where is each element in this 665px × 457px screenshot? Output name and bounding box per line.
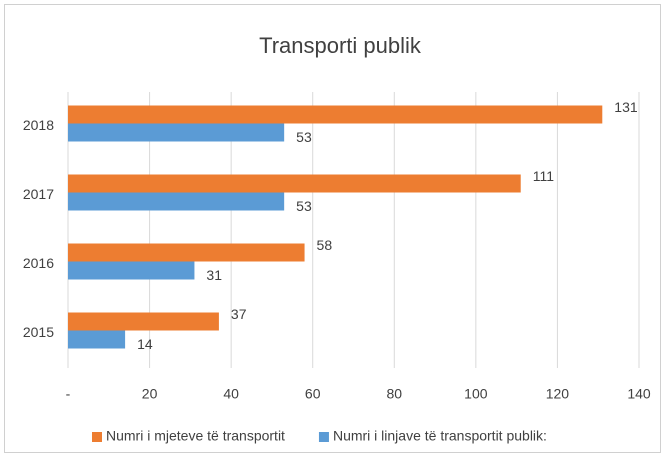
chart-frame [4, 4, 661, 453]
y-tick-label: 2015 [23, 324, 54, 340]
legend-swatch [318, 432, 329, 442]
data-label: 111 [533, 168, 554, 184]
x-tick-label: - [66, 386, 71, 402]
data-label: 37 [231, 306, 247, 322]
x-tick-label: 80 [386, 386, 402, 402]
data-label: 14 [137, 336, 153, 352]
data-label: 58 [317, 237, 333, 253]
y-tick-label: 2018 [23, 117, 54, 133]
bar [68, 312, 219, 331]
x-tick-label: 100 [464, 386, 488, 402]
bar [68, 174, 521, 193]
data-label: 53 [296, 129, 312, 145]
bar [68, 192, 285, 211]
bar [68, 123, 285, 142]
bar [68, 105, 603, 124]
y-tick-label: 2017 [23, 186, 54, 202]
bar [68, 261, 195, 280]
bar [68, 330, 126, 349]
x-tick-label: 40 [223, 386, 239, 402]
x-tick-label: 120 [546, 386, 570, 402]
legend-label: Numri i mjeteve të transportit [106, 428, 285, 444]
data-label: 31 [206, 267, 222, 283]
data-label: 131 [614, 99, 638, 115]
x-tick-label: 60 [305, 386, 321, 402]
legend-swatch [92, 432, 102, 442]
data-label: 53 [296, 198, 312, 214]
x-tick-label: 20 [142, 386, 158, 402]
chart-title: Transporti publik [259, 33, 422, 58]
y-tick-label: 2016 [23, 255, 54, 271]
legend-label: Numri i linjave të transportit publik: [333, 428, 547, 444]
bar [68, 243, 305, 262]
x-tick-label: 140 [627, 386, 651, 402]
